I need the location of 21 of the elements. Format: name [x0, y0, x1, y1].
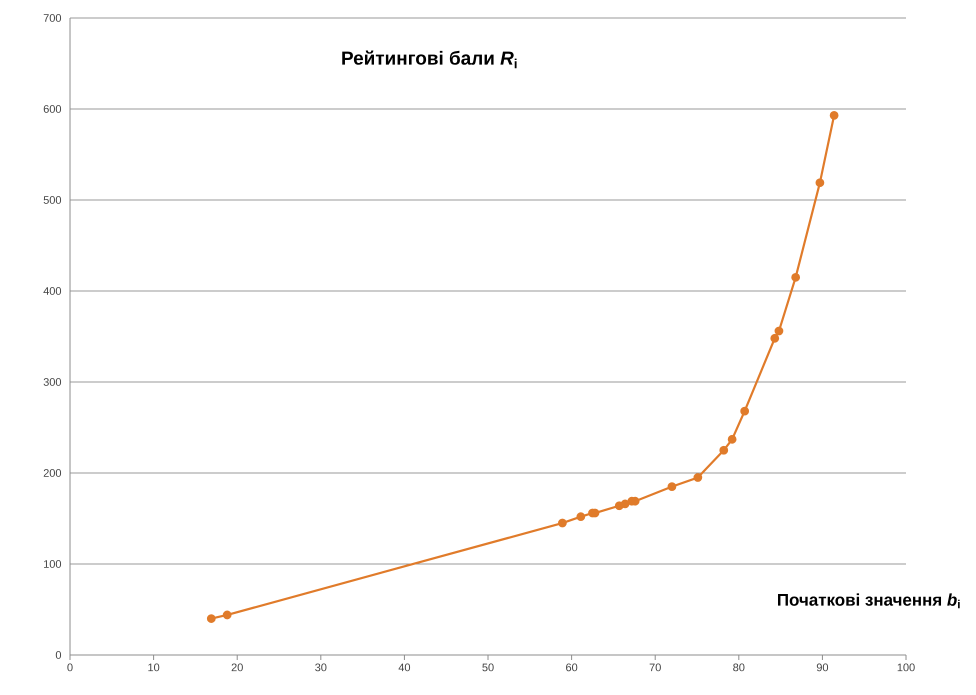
x-tick-label: 70 — [650, 664, 661, 672]
x-axis-title: Початкові значення b$_{i}$ — [778, 593, 960, 608]
x-tick-label: 30 — [315, 664, 326, 672]
y-tick-label: 600 — [44, 105, 62, 113]
y-tick-label: 300 — [44, 378, 62, 386]
y-tick-label: 400 — [43, 287, 62, 295]
x-tick-label: 50 — [482, 664, 494, 672]
y-tick-label: 0 — [56, 651, 62, 659]
y-tick-label: 700 — [44, 14, 62, 22]
x-tick-label: 100 — [898, 664, 915, 672]
text: Рейтингові бали R$_{i}$ — [342, 50, 517, 68]
y-tick-label: 200 — [44, 469, 62, 477]
x-tick-label: 90 — [816, 664, 828, 672]
x-tick-label: 10 — [148, 664, 160, 672]
x-tick-label: 0 — [67, 664, 73, 672]
x-tick-label: 60 — [566, 664, 578, 672]
x-tick-label: 80 — [733, 664, 744, 672]
x-tick-label: 20 — [232, 664, 243, 672]
y-tick-label: 500 — [44, 196, 62, 204]
y-tick-label: 100 — [44, 560, 62, 568]
x-tick-label: 40 — [398, 664, 410, 672]
